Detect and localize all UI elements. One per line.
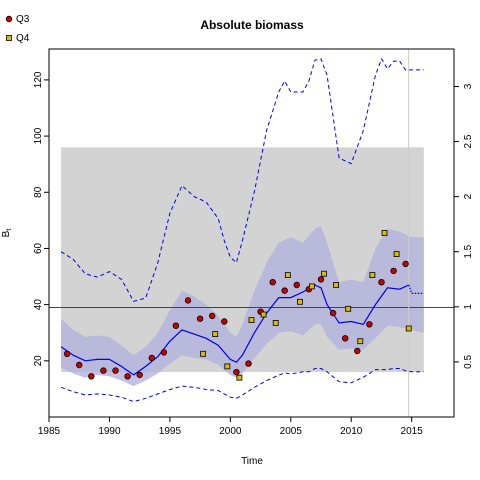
right-tick-label: 3 (463, 83, 474, 89)
q3-point (329, 309, 337, 317)
confidence-band (61, 226, 424, 387)
right-tick-label: 1.5 (463, 244, 474, 258)
legend-q3-marker (5, 15, 13, 23)
q4-point (212, 331, 219, 338)
y-tick-label: 40 (33, 299, 44, 311)
q4-point (393, 251, 400, 258)
legend-q4-marker (6, 35, 12, 41)
q3-point (172, 322, 180, 329)
fishing-mortality-lower-line (60, 368, 424, 403)
q4-point (296, 298, 303, 305)
right-tick-label: 2 (463, 193, 474, 199)
y-tick-label: 80 (33, 186, 44, 198)
q3-point (269, 279, 276, 286)
q3-point (63, 350, 71, 357)
q4-point (260, 311, 267, 318)
q4-point (284, 272, 291, 279)
y-axis-title-subscript: t (6, 229, 13, 231)
y-axis: 20 40 60 80 100 120 (33, 71, 49, 366)
index-points (63, 230, 412, 381)
q4-point (333, 282, 340, 288)
right-axis: 0.5 1 1.5 2 2.5 3 (454, 83, 474, 369)
x-axis: 1985 1990 1995 2000 2005 2010 2015 (38, 417, 423, 437)
q3-point (342, 335, 349, 342)
chart-title: Absolute biomass (200, 18, 304, 32)
q3-point (366, 321, 373, 328)
q3-point (390, 267, 397, 275)
q3-point (124, 373, 131, 380)
y-tick-label: 20 (33, 355, 44, 367)
right-tick-label: 1 (463, 304, 474, 310)
x-tick-label: 2015 (401, 426, 424, 437)
q3-point (136, 371, 143, 379)
q3-point (233, 368, 240, 376)
q3-point (402, 260, 409, 268)
legend-q4-label: Q4 (16, 33, 30, 44)
q4-point (381, 230, 388, 236)
q4-point (405, 325, 412, 332)
q3-point (112, 367, 119, 374)
legend: Q3 Q4 (5, 14, 30, 44)
x-tick-label: 1985 (38, 426, 61, 437)
x-tick-label: 1995 (159, 426, 182, 437)
right-tick-label: 0.5 (463, 355, 474, 369)
q3-point (317, 276, 325, 283)
q3-point (221, 318, 228, 325)
q4-point (248, 317, 255, 324)
q4-point (345, 305, 352, 312)
q4-point (357, 338, 364, 345)
q3-point (354, 347, 361, 355)
plot-frame (48, 48, 455, 418)
q3-point (160, 349, 168, 356)
q4-point (308, 283, 315, 290)
q3-point (100, 367, 107, 374)
x-tick-label: 2000 (219, 426, 242, 437)
q4-point (272, 319, 279, 326)
x-tick-label: 2005 (280, 426, 303, 437)
y-tick-label: 120 (33, 71, 44, 88)
q4-point (224, 363, 231, 370)
y-axis-title: Bt (1, 229, 13, 238)
q4-point (321, 270, 327, 277)
q4-point (200, 350, 207, 357)
q3-point (88, 373, 95, 380)
q3-point (281, 287, 288, 294)
legend-q3-label: Q3 (16, 14, 30, 25)
q4-point (236, 374, 243, 381)
x-tick-label: 2010 (340, 426, 363, 437)
q3-point (148, 354, 155, 362)
q3-point (293, 281, 300, 289)
right-tick-label: 2.5 (463, 134, 474, 148)
y-axis-title-main: B (1, 230, 12, 237)
q4-point (369, 272, 376, 279)
median-biomass-line (60, 284, 409, 376)
q3-point (208, 312, 216, 320)
y-tick-label: 100 (33, 127, 44, 144)
y-tick-label: 60 (33, 242, 44, 254)
q3-point (378, 279, 385, 286)
q3-point (75, 361, 83, 369)
q3-point (196, 315, 204, 322)
fishing-mortality-upper-line (60, 57, 424, 302)
q3-point (184, 297, 192, 304)
q3-point (245, 360, 252, 367)
x-tick-label: 1990 (98, 426, 121, 437)
x-axis-title: Time (241, 456, 263, 467)
